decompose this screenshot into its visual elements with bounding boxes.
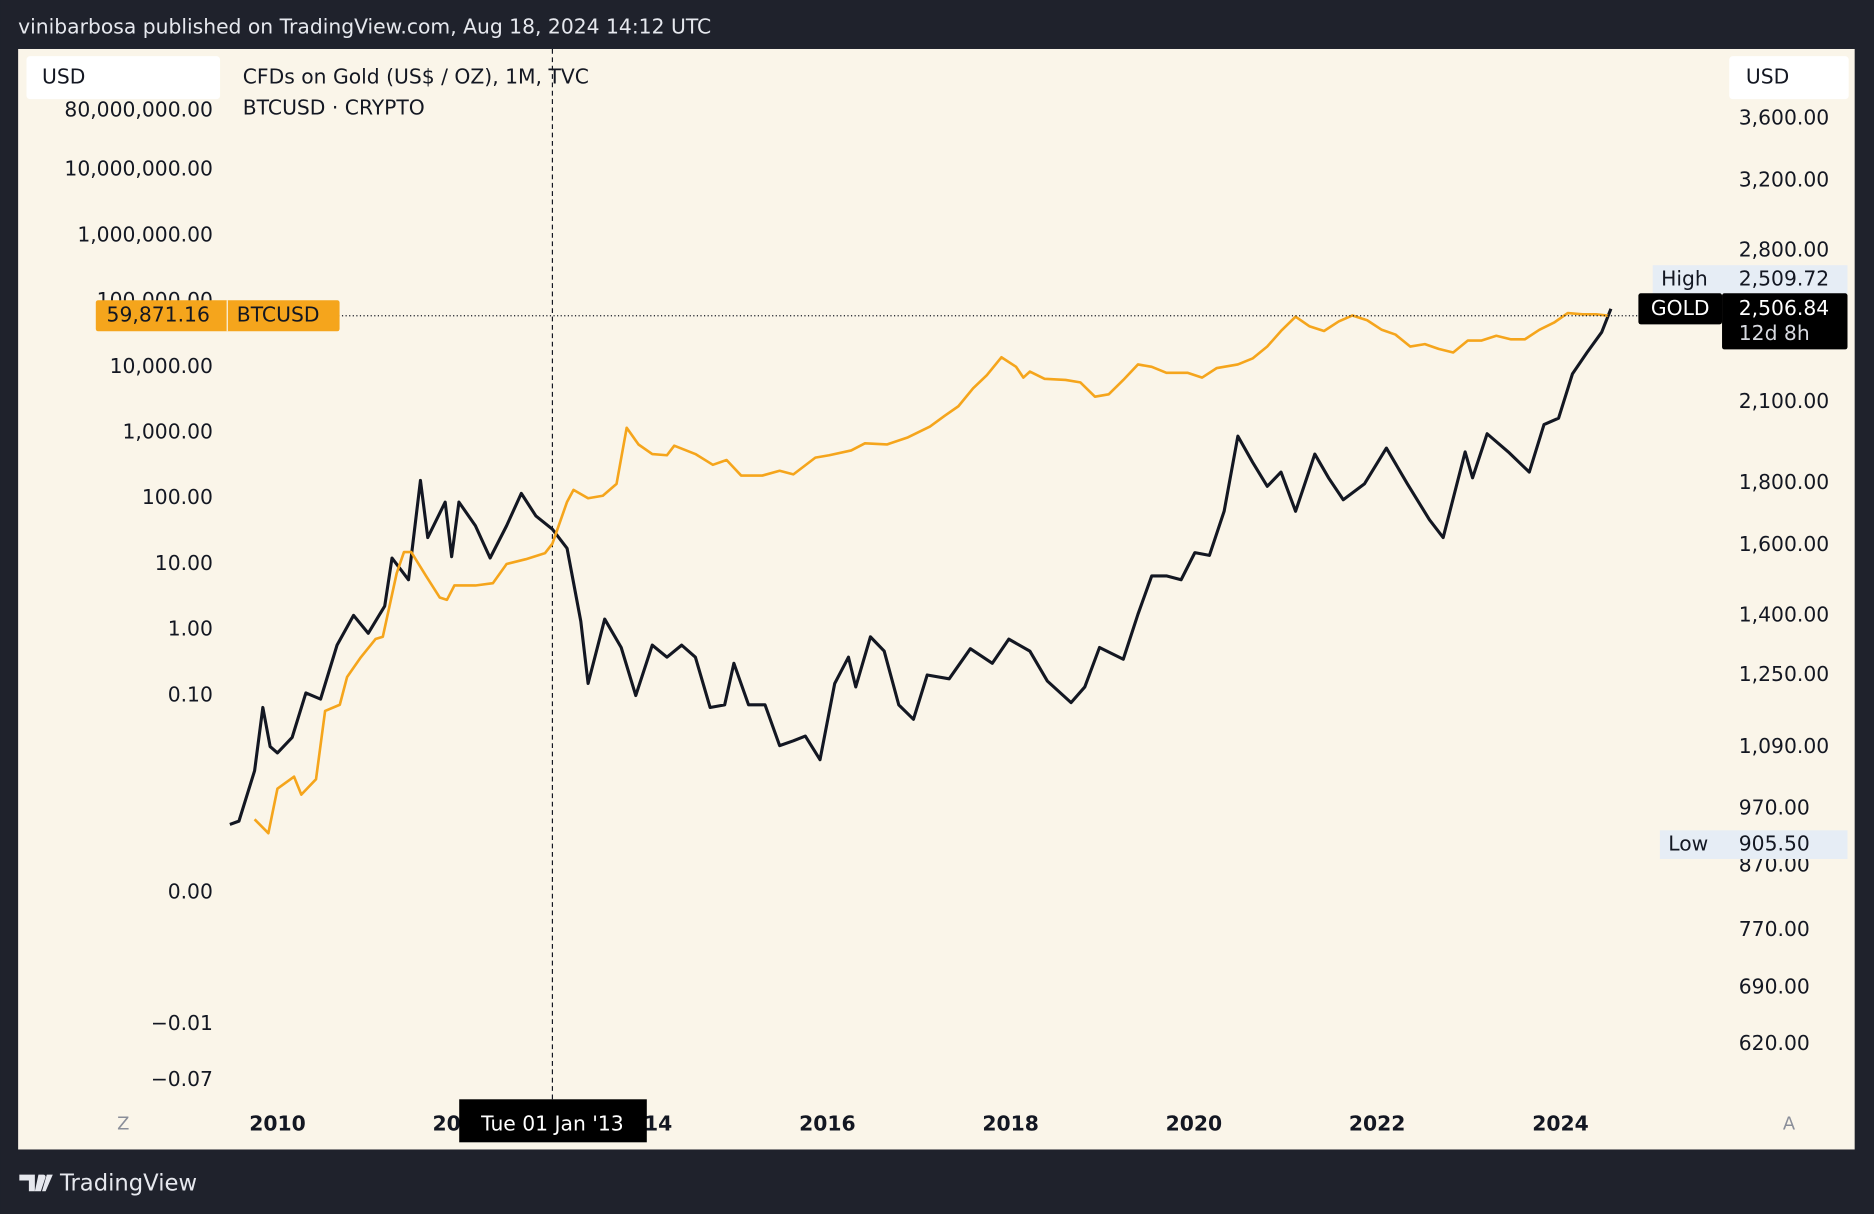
last-value-marker xyxy=(95,300,340,332)
y2-tick-label: 3,200.00 xyxy=(1739,167,1829,191)
chart-panel xyxy=(18,48,1855,1150)
x-tick-label: 2022 xyxy=(1349,1111,1406,1135)
x-tick-label: 2010 xyxy=(249,1111,305,1135)
y-tick-label: 1,000,000.00 xyxy=(77,222,213,246)
y2-tick-label: 1,400.00 xyxy=(1739,602,1829,626)
y-tick-label: 0.00 xyxy=(168,880,213,904)
legend-entry: BTCUSD · CRYPTO xyxy=(243,96,425,120)
x-tick-label: 2024 xyxy=(1532,1111,1589,1135)
header: vinibarbosa published on TradingView.com… xyxy=(18,14,711,38)
x-tick-label: 2018 xyxy=(982,1111,1039,1135)
series-line xyxy=(229,308,1613,826)
y2-tick-label: 1,250.00 xyxy=(1739,662,1829,686)
last-value-label: 59,871.16 xyxy=(107,303,210,327)
unit-box xyxy=(1729,56,1849,100)
y-tick-label: −0.07 xyxy=(151,1067,213,1091)
low-label: 905.50 xyxy=(1739,832,1810,856)
axis-button: Z xyxy=(117,1113,129,1134)
x-tick-label: 2020 xyxy=(1166,1111,1223,1135)
high-label: 2,509.72 xyxy=(1739,266,1829,290)
y-tick-label: 80,000,000.00 xyxy=(64,97,213,121)
y-tick-label: 10,000,000.00 xyxy=(64,157,213,181)
y2-tick-label: 770.00 xyxy=(1739,917,1810,941)
y-tick-label: 1.00 xyxy=(168,617,213,641)
crosshair-label: Tue 01 Jan '13 xyxy=(480,1111,624,1135)
series-name-label: GOLD xyxy=(1651,296,1710,320)
y2-tick-label: 1,800.00 xyxy=(1739,470,1829,494)
y2-tick-label: 1,600.00 xyxy=(1739,532,1829,556)
x-tick-label: 2016 xyxy=(799,1111,856,1135)
y-tick-label: 10,000.00 xyxy=(110,354,213,378)
y2-tick-label: 2,800.00 xyxy=(1739,238,1829,262)
low-marker xyxy=(1659,830,1848,859)
low-name: Low xyxy=(1668,832,1708,856)
overlay: 80,000,000.00 10,000,000.00 1,000,000.00 10… xyxy=(26,56,1849,1143)
footer-logo xyxy=(19,1174,53,1192)
y2-tick-label: 1,090.00 xyxy=(1739,734,1829,758)
high-name: High xyxy=(1661,266,1708,290)
y-tick-label: 100.00 xyxy=(142,485,213,509)
plot-area xyxy=(227,48,1638,1113)
y2-unit-label: USD xyxy=(1746,65,1789,89)
y2-tick-label: 620.00 xyxy=(1739,1031,1810,1055)
y2-tick-label: 3,600.00 xyxy=(1739,105,1829,129)
footer: TradingView xyxy=(59,1171,197,1197)
legend-entry: CFDs on Gold (US$ / OZ), 1M, TVC xyxy=(243,65,589,89)
high-marker xyxy=(1652,265,1848,294)
y2-tick-label: 2,100.00 xyxy=(1739,389,1829,413)
y2-tick-label: 970.00 xyxy=(1739,795,1810,819)
countdown: 12d 8h xyxy=(1739,321,1810,345)
axis-button: A xyxy=(1783,1113,1796,1134)
y-tick-label: 0.10 xyxy=(168,682,213,706)
unit-box xyxy=(26,56,221,100)
y-tick-label: 1,000.00 xyxy=(123,420,213,444)
y-tick-label: −0.01 xyxy=(151,1011,213,1035)
series-name-box xyxy=(1638,293,1723,325)
series-line xyxy=(253,311,1609,835)
series-name-label: BTCUSD xyxy=(237,303,320,327)
y-unit-label: USD xyxy=(42,65,85,89)
last-value-marker xyxy=(1722,293,1848,350)
crosshair-tooltip xyxy=(459,1099,647,1143)
y-tick-label: 10.00 xyxy=(155,551,213,575)
y2-tick-label: 690.00 xyxy=(1739,975,1810,999)
last-value-label: 2,506.84 xyxy=(1739,296,1829,320)
